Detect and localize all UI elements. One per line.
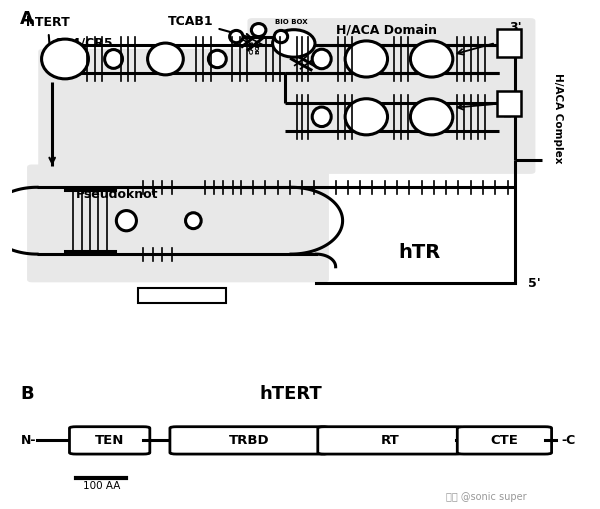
Ellipse shape bbox=[41, 39, 88, 79]
Text: 5': 5' bbox=[528, 276, 541, 290]
Ellipse shape bbox=[116, 211, 136, 231]
Text: CAB
BOX: CAB BOX bbox=[250, 40, 260, 54]
FancyBboxPatch shape bbox=[38, 49, 262, 174]
FancyBboxPatch shape bbox=[27, 164, 329, 282]
Text: CR4/CR5: CR4/CR5 bbox=[54, 36, 113, 49]
Ellipse shape bbox=[274, 31, 287, 43]
Text: Pseudoknot: Pseudoknot bbox=[76, 188, 158, 201]
Text: Box H: Box H bbox=[505, 92, 514, 117]
Ellipse shape bbox=[410, 99, 453, 135]
Text: B: B bbox=[20, 385, 34, 403]
Text: 3': 3' bbox=[509, 21, 521, 34]
Text: H/ACA Complex: H/ACA Complex bbox=[553, 73, 563, 164]
Ellipse shape bbox=[410, 41, 453, 77]
Text: A: A bbox=[20, 10, 34, 28]
Ellipse shape bbox=[272, 30, 315, 57]
Ellipse shape bbox=[312, 49, 331, 69]
Text: TRBD: TRBD bbox=[229, 434, 269, 447]
Ellipse shape bbox=[148, 43, 184, 75]
Ellipse shape bbox=[208, 50, 226, 68]
Text: RT: RT bbox=[380, 434, 400, 447]
FancyBboxPatch shape bbox=[497, 92, 521, 117]
Ellipse shape bbox=[230, 31, 243, 43]
Text: CTE: CTE bbox=[490, 434, 518, 447]
Text: 知乎 @sonic super: 知乎 @sonic super bbox=[446, 492, 527, 501]
Ellipse shape bbox=[251, 23, 266, 37]
Text: -C: -C bbox=[562, 434, 576, 447]
Ellipse shape bbox=[345, 99, 388, 135]
FancyBboxPatch shape bbox=[318, 427, 463, 454]
FancyBboxPatch shape bbox=[247, 18, 535, 174]
Ellipse shape bbox=[312, 107, 331, 127]
Text: TEN: TEN bbox=[95, 434, 124, 447]
Ellipse shape bbox=[185, 213, 201, 229]
Text: BIO BOX: BIO BOX bbox=[275, 19, 307, 25]
Text: 100 AA: 100 AA bbox=[83, 481, 120, 491]
FancyBboxPatch shape bbox=[497, 29, 521, 57]
Text: hTR: hTR bbox=[398, 243, 440, 262]
Text: ACA: ACA bbox=[505, 33, 514, 52]
Ellipse shape bbox=[345, 41, 388, 77]
FancyBboxPatch shape bbox=[70, 427, 150, 454]
Text: Template: Template bbox=[155, 291, 209, 300]
Text: hTERT: hTERT bbox=[26, 16, 70, 74]
FancyBboxPatch shape bbox=[170, 427, 328, 454]
FancyBboxPatch shape bbox=[138, 288, 226, 303]
Text: N-: N- bbox=[21, 434, 37, 447]
Ellipse shape bbox=[104, 49, 122, 68]
FancyBboxPatch shape bbox=[457, 427, 551, 454]
Text: TCAB1: TCAB1 bbox=[168, 15, 251, 39]
Text: H/ACA Domain: H/ACA Domain bbox=[335, 23, 437, 37]
Text: hTERT: hTERT bbox=[260, 385, 322, 403]
